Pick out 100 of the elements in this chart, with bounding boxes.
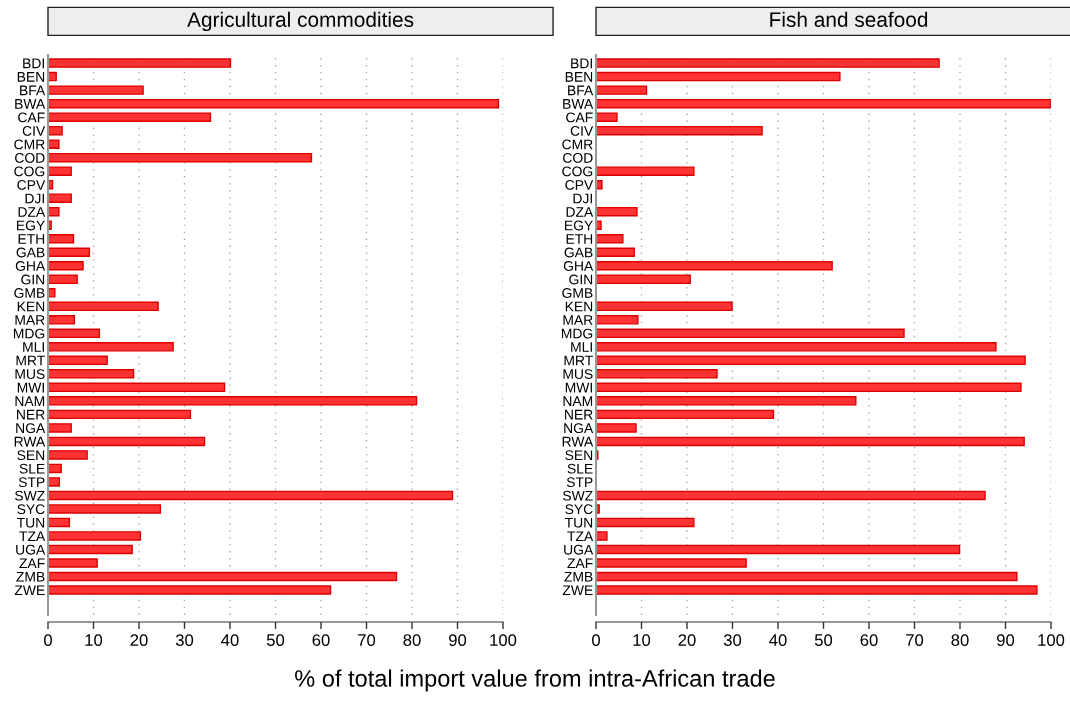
y-tick-label: STP [566,477,593,488]
y-tick-label: MWI [565,382,592,393]
y-tick-label: SEN [17,450,45,461]
y-tick-label: CIV [22,125,46,136]
y-tick-label: ETH [18,234,45,244]
y-tick-label: GHA [15,261,46,271]
y-tick-label: BEN [565,72,593,82]
y-tick-label: KEN [17,301,45,312]
y-tick-label: GAB [16,247,45,258]
y-tick-label: TUN [564,517,593,528]
y-tick-label: NER [17,409,45,420]
y-tick-label: MUS [15,369,45,380]
x-tick-label: 10 [85,634,103,646]
y-tick-label: CPV [17,180,46,190]
y-tick-label: NGA [564,423,594,434]
x-tick-label: 10 [633,634,651,646]
y-tick-label: TZA [567,531,594,541]
chart-title: Agricultural commodities [187,11,414,32]
x-tick-label: 0 [44,634,52,646]
x-tick-label: 0 [592,634,600,646]
y-tick-label: UGA [564,544,594,555]
x-tick-label: 100 [1038,634,1065,646]
y-tick-label: EGY [17,220,45,231]
y-tick-label: MRT [16,355,45,366]
y-tick-label: BFA [568,85,594,96]
y-tick-label: SLE [19,463,45,474]
y-tick-label: GIN [569,274,593,285]
y-tick-label: SLE [567,463,593,474]
y-tick-label: ETH [566,234,593,244]
y-tick-label: COD [15,153,45,163]
chart-title: Fish and seafood [770,11,928,27]
x-tick-label: 50 [266,634,285,646]
y-tick-label: MDG [561,328,593,339]
x-tick-label: 40 [221,634,239,646]
y-tick-label: DJI [25,193,44,204]
y-tick-label: CAF [566,112,593,123]
y-tick-label: BFA [20,85,46,96]
y-tick-label: NAM [15,396,45,406]
y-tick-label: MWI [17,382,44,393]
y-tick-label: COG [14,166,45,177]
y-tick-label: ZAF [19,558,45,569]
y-tick-label: GAB [564,247,593,258]
y-tick-label: GMB [14,288,45,298]
x-tick-label: 20 [678,634,696,646]
y-tick-label: NER [565,409,593,420]
y-tick-label: RWA [562,436,594,447]
y-tick-label: TZA [19,531,46,541]
y-tick-label: COD [563,153,593,163]
y-tick-label: DZA [18,207,46,217]
y-tick-label: SYC [17,504,45,515]
y-tick-label: SWZ [15,490,45,501]
y-tick-label: KEN [565,301,593,312]
y-tick-label: GIN [21,274,45,285]
y-tick-label: DJI [573,193,592,204]
y-tick-label: MRT [564,355,593,366]
y-tick-label: GMB [562,288,593,298]
y-tick-label: CPV [565,180,594,190]
y-tick-label: NGA [16,423,46,434]
x-tick-label: 60 [860,634,878,646]
x-tick-label: 50 [814,634,833,646]
y-tick-label: MLI [23,342,44,352]
y-tick-label: ZAF [567,558,593,569]
x-tick-label: 20 [130,634,148,646]
x-tick-label: 80 [951,634,969,646]
x-tick-label: 70 [906,634,924,646]
y-tick-label: MAR [15,315,45,325]
y-tick-label: BWA [15,99,46,109]
y-tick-label: NAM [563,396,593,406]
x-tick-label: 40 [769,634,787,646]
y-tick-label: BEN [17,72,45,82]
x-tick-label: 90 [449,634,467,646]
y-tick-label: MAR [563,315,593,325]
y-tick-label: ZWE [14,585,45,596]
x-tick-label: 60 [312,634,330,646]
y-tick-label: CIV [570,125,594,136]
x-axis-title: % of total import value from intra-African trade [295,669,775,692]
y-tick-label: GHA [563,261,594,271]
y-tick-label: BDI [23,58,44,69]
y-tick-label: UGA [16,544,46,555]
y-tick-label: BDI [571,58,592,69]
x-tick-label: 100 [490,634,517,646]
y-tick-label: RWA [14,436,46,447]
y-tick-label: SWZ [563,490,593,501]
y-tick-label: ZWE [562,585,593,596]
y-tick-label: DZA [566,207,594,217]
x-tick-label: 90 [997,634,1015,646]
y-tick-label: SYC [565,504,593,515]
y-tick-label: TUN [16,517,45,528]
x-tick-label: 70 [358,634,376,646]
x-tick-label: 80 [403,634,421,646]
y-tick-label: SEN [565,450,593,461]
y-tick-label: STP [18,477,45,488]
y-tick-label: CMR [562,139,593,150]
y-tick-label: BWA [563,99,594,109]
x-tick-label: 30 [175,634,194,646]
y-tick-label: CAF [18,112,45,123]
y-tick-label: ZMB [16,571,45,582]
y-tick-label: MLI [571,342,592,352]
y-tick-label: MUS [563,369,593,380]
x-tick-label: 30 [723,634,742,646]
